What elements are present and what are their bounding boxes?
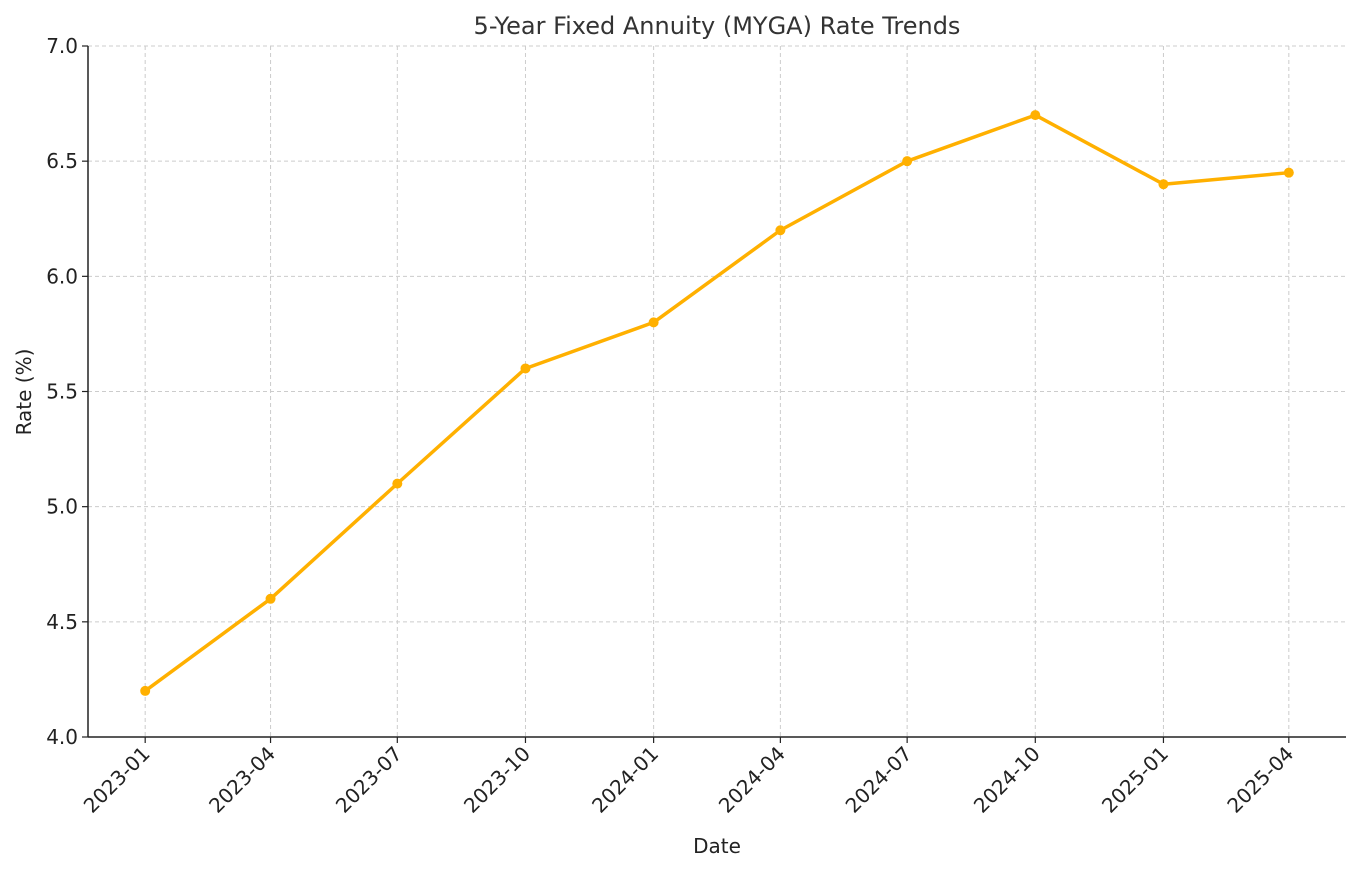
data-point — [392, 478, 403, 489]
x-tick-label: 2024-04 — [714, 742, 790, 818]
y-tick-label: 4.5 — [46, 610, 78, 634]
data-point — [520, 363, 531, 374]
x-tick-label: 2025-01 — [1097, 742, 1173, 818]
data-point — [265, 593, 276, 604]
y-tick-label: 4.0 — [46, 725, 78, 749]
x-tick-label: 2024-01 — [587, 742, 663, 818]
x-tick-label: 2023-07 — [331, 742, 407, 818]
y-tick-label: 5.5 — [46, 380, 78, 404]
series — [140, 110, 1294, 696]
data-point — [648, 317, 659, 328]
y-tick-label: 6.5 — [46, 149, 78, 173]
y-axis-label: Rate (%) — [12, 349, 36, 436]
x-tick-label: 2025-04 — [1222, 742, 1298, 818]
y-tick-label: 7.0 — [46, 34, 78, 58]
data-point — [902, 156, 913, 167]
x-tick-label: 2024-07 — [841, 742, 917, 818]
y-tick-label: 6.0 — [46, 264, 78, 288]
series-line — [144, 113, 1289, 693]
data-point — [1030, 110, 1041, 121]
x-axis-label: Date — [693, 834, 741, 858]
axes: 4.0 4.5 5.0 5.5 6.0 6.5 7.0 2023-01 2023-04 2023-… — [46, 34, 1346, 818]
chart-title: 5-Year Fixed Annuity (MYGA) Rate Trends — [474, 12, 961, 40]
x-tick-label: 2023-01 — [79, 742, 155, 818]
data-point — [775, 225, 786, 236]
x-tick-label: 2023-10 — [459, 742, 535, 818]
grid — [88, 45, 1346, 738]
data-point — [1283, 167, 1294, 178]
y-tick-label: 5.0 — [46, 495, 78, 519]
data-point — [1158, 179, 1169, 190]
x-tick-label: 2024-10 — [969, 742, 1045, 818]
data-point — [140, 685, 151, 696]
x-tick-label: 2023-04 — [204, 742, 280, 818]
